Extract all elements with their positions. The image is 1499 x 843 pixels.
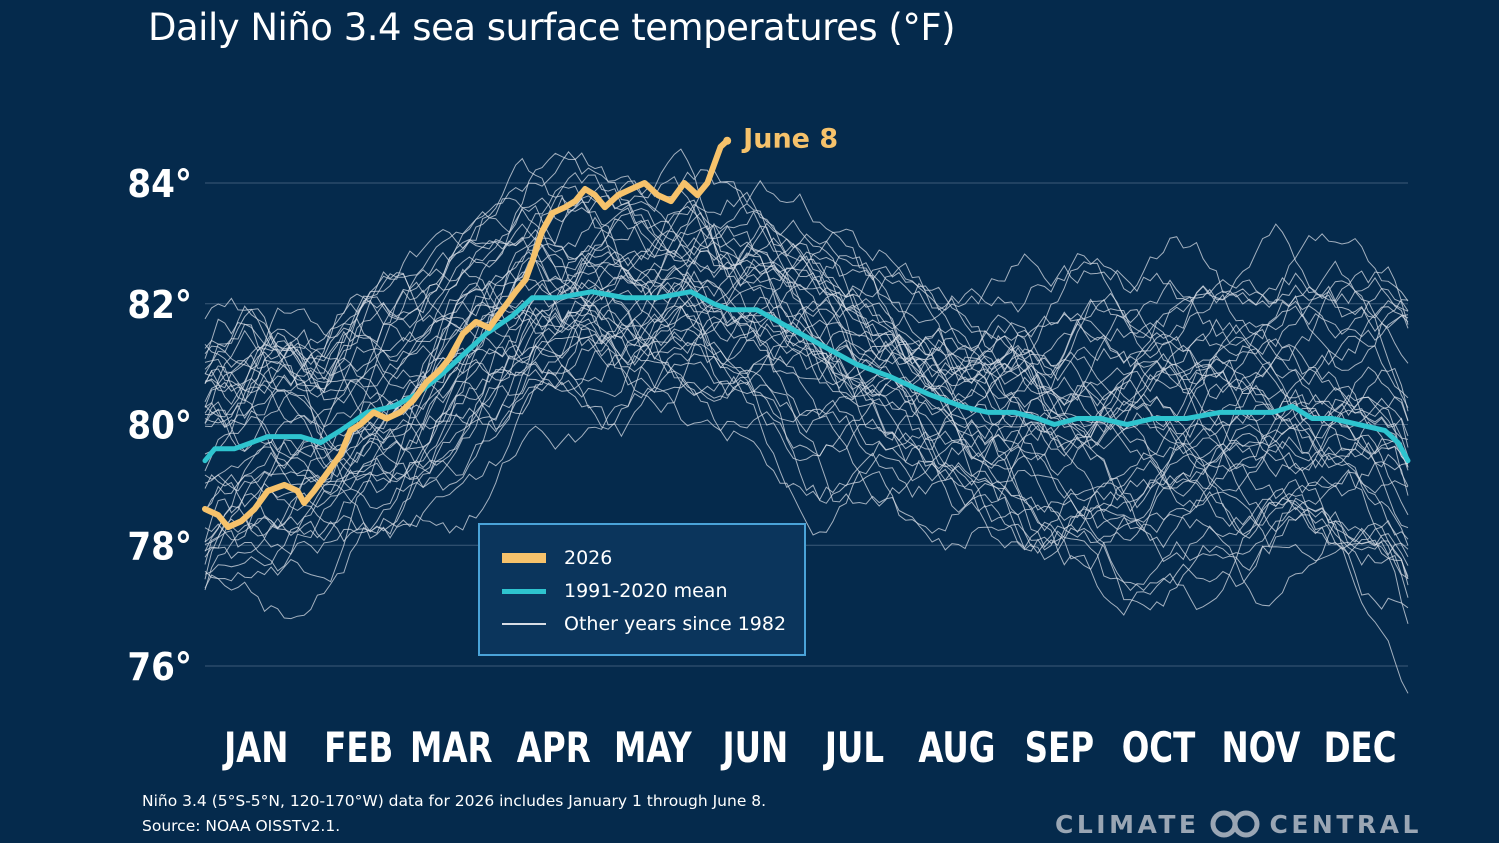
climate-central-logo: CLIMATE CENTRAL — [1055, 806, 1422, 842]
x-tick-label-may: MAY — [614, 724, 692, 772]
x-tick-label-oct: OCT — [1122, 724, 1196, 772]
x-tick-label-sep: SEP — [1025, 724, 1094, 772]
legend-swatch-mean — [502, 588, 546, 594]
line-2026 — [202, 137, 731, 531]
legend-item-mean: 1991-2020 mean — [502, 580, 728, 602]
other-year-line — [204, 313, 1409, 620]
x-tick-label-jul: JUL — [823, 724, 884, 772]
other-year-line — [204, 300, 1409, 516]
x-tick-label-apr: APR — [517, 724, 591, 772]
x-tick-label-jan: JAN — [222, 724, 288, 772]
other-year-line — [204, 152, 1409, 458]
other-year-line — [204, 268, 1409, 500]
x-tick-label-jun: JUN — [721, 724, 788, 772]
x-tick-label-feb: FEB — [324, 724, 393, 772]
chart-title: Daily Niño 3.4 sea surface temperatures … — [148, 6, 956, 49]
legend-swatch-2026 — [502, 553, 546, 563]
y-tick-label: 76° — [127, 645, 192, 689]
other-year-line — [204, 286, 1409, 586]
other-year-line — [204, 150, 1409, 558]
other-year-line — [204, 207, 1409, 539]
climate-central-infinity-icon — [1210, 810, 1259, 838]
legend-label-mean: 1991-2020 mean — [564, 580, 728, 602]
annotations: June 8 — [741, 124, 838, 155]
y-tick-label: 84° — [127, 162, 192, 206]
other-year-line — [204, 199, 1409, 529]
legend-label-2026: 2026 — [564, 547, 613, 569]
endpoint-2026 — [723, 136, 732, 145]
logo-right-text: CENTRAL — [1269, 809, 1422, 839]
footnote-coverage: Niño 3.4 (5°S-5°N, 120-170°W) data for 2… — [142, 792, 767, 810]
legend-swatch-other-years — [502, 623, 546, 625]
other-year-line — [204, 204, 1409, 452]
other-years-series — [204, 148, 1409, 694]
series-2026 — [202, 136, 732, 531]
other-year-line — [204, 355, 1409, 611]
mean-line — [202, 289, 1411, 464]
mean-series — [202, 289, 1411, 464]
x-axis-tick-labels: JAN FEB MAR APR MAY JUN JUL AUG SEP OCT NOV DEC — [222, 724, 1396, 772]
other-year-line — [204, 340, 1409, 592]
other-year-line — [204, 223, 1409, 484]
other-year-line — [204, 381, 1409, 592]
other-year-line — [204, 307, 1409, 577]
logo-left-text: CLIMATE — [1055, 809, 1200, 839]
legend-item-other-years: Other years since 1982 — [502, 613, 786, 635]
x-tick-label-mar: MAR — [410, 724, 493, 772]
other-year-line — [204, 245, 1409, 509]
other-year-line — [204, 301, 1409, 541]
x-tick-label-dec: DEC — [1324, 724, 1397, 772]
other-year-line — [204, 243, 1409, 421]
legend-item-2026: 2026 — [502, 547, 612, 569]
other-year-line — [204, 270, 1409, 543]
footnote-source: Source: NOAA OISSTv2.1. — [142, 817, 341, 835]
y-tick-label: 82° — [127, 283, 192, 327]
y-axis-tick-labels: 76° 78° 80° 82° 84° — [127, 162, 192, 689]
annotation-june-8: June 8 — [741, 124, 838, 155]
other-year-line — [204, 169, 1409, 424]
other-year-line — [204, 315, 1409, 552]
legend: 2026 1991-2020 mean Other years since 19… — [478, 523, 806, 656]
y-tick-label: 80° — [127, 404, 192, 448]
other-year-line — [204, 169, 1409, 403]
legend-label-other-years: Other years since 1982 — [564, 613, 787, 635]
x-tick-label-aug: AUG — [918, 724, 995, 772]
x-tick-label-nov: NOV — [1221, 724, 1301, 772]
other-year-line — [204, 243, 1409, 694]
other-year-line — [204, 180, 1409, 402]
other-year-line — [204, 264, 1409, 572]
other-year-line — [204, 157, 1409, 448]
y-tick-label: 78° — [127, 524, 192, 568]
other-year-line — [204, 260, 1409, 580]
grid-lines — [205, 182, 1408, 667]
other-year-line — [204, 233, 1409, 591]
other-year-line — [204, 257, 1409, 530]
